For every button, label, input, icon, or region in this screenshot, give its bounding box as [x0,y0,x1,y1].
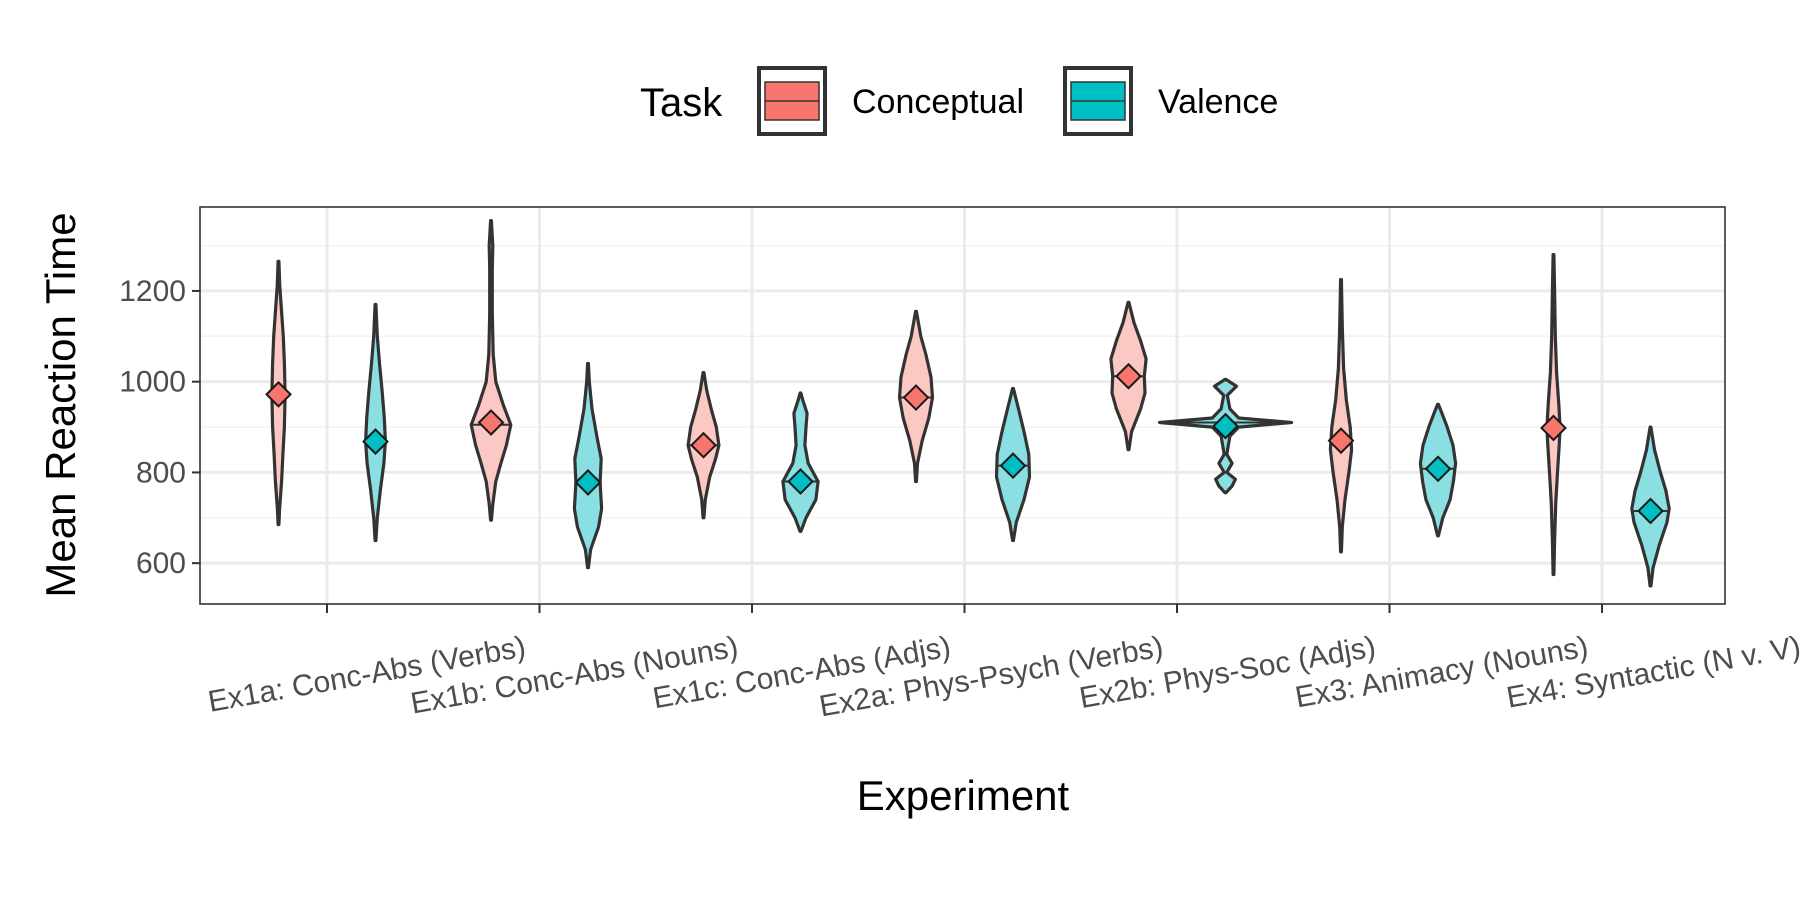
legend-key-conceptual [757,66,827,136]
mean-marker [1115,362,1142,390]
mean-marker [1540,414,1567,442]
y-tick-label: 1200 [119,275,186,308]
violin-valence-1 [364,302,387,543]
mean-marker [574,468,602,496]
x-axis-title: Experiment [857,772,1070,819]
legend-title: Task [640,81,723,125]
violin-conceptual-2 [469,219,513,522]
legend-label-conceptual: Conceptual [852,83,1024,121]
mean-marker [1424,455,1452,483]
mean-marker [265,380,292,408]
violin-valence-2 [572,361,604,570]
y-tick-label: 800 [136,456,186,489]
gridlines [200,207,1725,604]
x-axis: Ex1a: Conc-Abs (Verbs)Ex1b: Conc-Abs (No… [206,604,1800,723]
mean-marker [1637,497,1664,525]
mean-marker [690,431,717,459]
panel-background [200,207,1725,604]
y-axis-title: Mean Reaction Time [37,212,84,597]
mean-marker [1327,427,1355,455]
legend-label-valence: Valence [1158,83,1278,121]
y-tick-label: 1000 [119,366,186,399]
mean-marker [1212,412,1239,440]
violin-conceptual-6 [1328,278,1354,554]
mean-marker [999,452,1027,480]
legend-key-valence [1063,66,1133,136]
violin-valence-3 [781,391,820,533]
legend: Task Conceptual Valence [640,66,1278,136]
plot-panel [199,206,1726,605]
mean-marker [362,428,389,455]
mean-marker [787,468,814,495]
mean-marker [477,409,505,436]
panel-border [199,206,1726,605]
mean-marker [902,384,930,411]
y-axis: 600 800 1000 1200 [119,275,200,580]
violins [265,219,1671,588]
y-tick-label: 600 [136,547,186,580]
